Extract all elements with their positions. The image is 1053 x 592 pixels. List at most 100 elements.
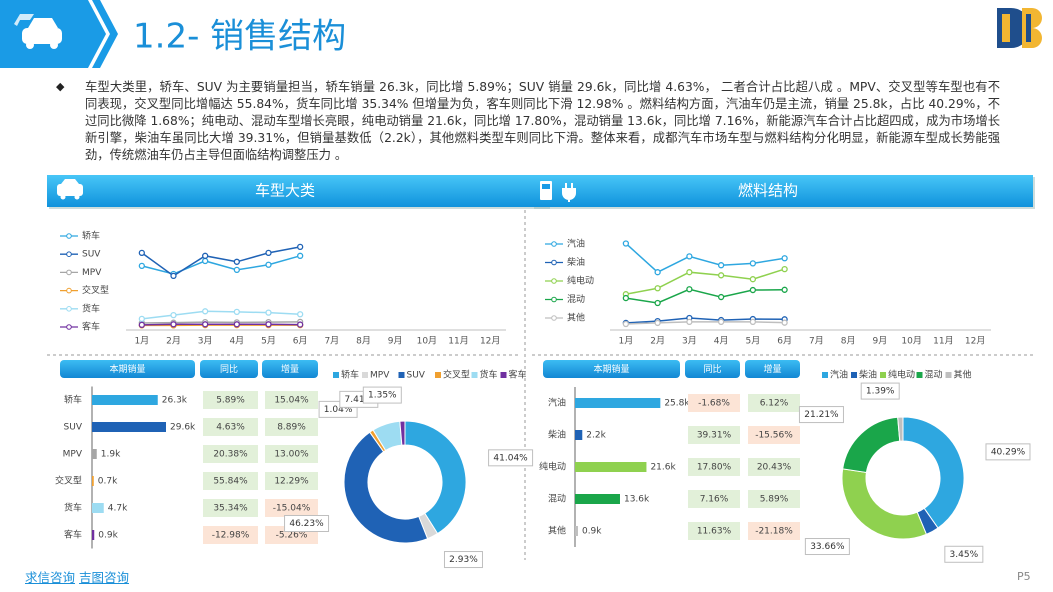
line <box>625 321 785 325</box>
table-cell <box>265 499 318 517</box>
table-cell-text: 13.00% <box>274 450 309 460</box>
legend-marker <box>66 251 72 257</box>
separators <box>47 210 1033 560</box>
table-cell <box>748 426 800 444</box>
point <box>781 265 788 273</box>
x-tick-label: 1月 <box>134 336 149 347</box>
category-label: 客车 <box>64 529 82 541</box>
category-label: 轿车 <box>64 394 82 406</box>
category-label: SUV <box>64 423 83 433</box>
point <box>202 252 209 259</box>
legend-swatch <box>945 372 952 378</box>
legend-marker <box>551 278 557 284</box>
bar <box>575 494 620 504</box>
data-label: 46.23% <box>289 519 324 529</box>
table-cell-text: 39.31% <box>697 431 732 441</box>
data-label: 1.39% <box>866 387 895 397</box>
bar <box>575 430 583 440</box>
point <box>138 249 145 257</box>
x-tick-label: 11月 <box>448 336 468 347</box>
value-label: 25.8k <box>664 399 690 409</box>
legend-label: SUV <box>407 371 426 381</box>
data-label: 1.35% <box>368 391 397 401</box>
x-tick-label: 11月 <box>933 336 953 347</box>
point <box>686 269 693 276</box>
point <box>781 286 788 293</box>
bullet: ◆ <box>56 80 65 93</box>
legend-label: 客车 <box>82 321 100 333</box>
donut-slice <box>842 416 901 474</box>
table-cell <box>203 472 258 490</box>
panel-header <box>47 175 550 209</box>
value-label: 0.9k <box>98 531 118 541</box>
value-label: 2.2k <box>586 431 606 441</box>
point <box>654 269 661 276</box>
point <box>717 262 725 269</box>
point <box>138 315 145 323</box>
x-tick-label: 10月 <box>417 336 437 347</box>
line <box>625 317 785 324</box>
legend-swatch <box>362 372 368 378</box>
table-cell-text: 11.63% <box>697 527 732 537</box>
table-cell-text: -5.26% <box>276 531 308 541</box>
bar <box>92 422 166 432</box>
legend-marker <box>66 324 72 330</box>
panel-title: 燃料结构 <box>738 182 798 200</box>
table-cell <box>748 490 800 508</box>
column-header-label: 同比 <box>220 363 238 375</box>
category-label: 交叉型 <box>55 475 82 487</box>
table-cell-text: 20.38% <box>213 450 248 460</box>
data-label: 21.21% <box>804 410 839 420</box>
footer-link[interactable]: 吉图咨询 <box>79 570 130 585</box>
point <box>297 243 304 251</box>
table-cell <box>265 472 318 490</box>
value-label: 4.7k <box>108 504 128 514</box>
point <box>233 321 240 328</box>
table-cell-text: 55.84% <box>213 477 248 487</box>
x-tick-label: 7月 <box>809 336 824 347</box>
legend-swatch <box>471 372 478 378</box>
value-label: 21.6k <box>650 463 676 473</box>
category-label: 纯电动 <box>539 461 566 473</box>
x-tick-label: 2月 <box>650 336 665 347</box>
point <box>170 311 177 319</box>
line <box>625 288 785 304</box>
legend-label: 交叉型 <box>82 284 109 296</box>
column-header-label: 同比 <box>703 363 721 375</box>
line <box>625 242 785 274</box>
x-tick-label: 3月 <box>198 336 213 347</box>
table-cell <box>203 526 258 544</box>
table-cell <box>748 458 800 476</box>
point <box>654 285 661 292</box>
label-box <box>804 538 850 556</box>
donut-slice <box>841 468 928 540</box>
column-header-label: 本期销量 <box>109 363 145 375</box>
point <box>297 321 304 328</box>
data-label: 7.41% <box>345 395 374 405</box>
line <box>141 310 301 320</box>
column-header <box>60 360 195 378</box>
legend-label: 其他 <box>567 312 585 324</box>
value-label: 13.6k <box>624 495 650 505</box>
point <box>749 260 757 267</box>
table-cell-text: 17.80% <box>697 463 732 473</box>
legend-marker <box>66 269 72 276</box>
legend-swatch <box>916 372 923 378</box>
x-tick-label: 3月 <box>682 336 697 347</box>
value-label: 29.6k <box>170 423 196 433</box>
x-tick-label: 1月 <box>619 336 634 347</box>
label-box <box>443 551 483 569</box>
x-tick-label: 5月 <box>261 336 276 347</box>
footer-link[interactable]: 求信咨询 <box>25 570 76 585</box>
table-cell-text: 20.43% <box>757 463 792 473</box>
data-label: 40.29% <box>991 447 1026 457</box>
point <box>717 318 725 326</box>
line <box>141 323 301 326</box>
label-box <box>985 443 1031 461</box>
bar <box>575 462 647 472</box>
table-cell <box>748 394 800 412</box>
column-header <box>262 360 318 378</box>
table-cell <box>688 458 740 476</box>
legend-label: 货车 <box>480 369 498 381</box>
